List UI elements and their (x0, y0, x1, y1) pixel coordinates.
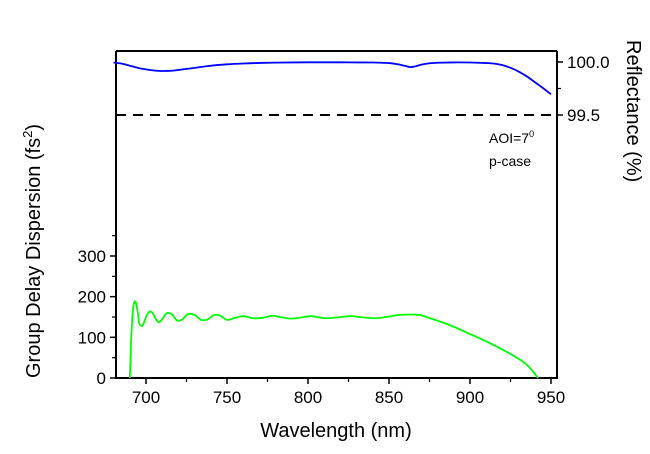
right-y-ticks: 99.5 100.0 (557, 53, 610, 125)
left-axis-title-superscript: 2 (20, 131, 35, 138)
annotation-case: p-case (489, 153, 531, 169)
right-tick-label: 99.5 (567, 106, 600, 125)
left-tick-label: 0 (97, 369, 106, 388)
left-tick-label: 300 (78, 247, 106, 266)
left-axis-title-suffix: ) (23, 124, 45, 131)
x-tick-label: 750 (213, 388, 241, 407)
reflectance-line (113, 61, 552, 96)
annotation-aoi: AOI=70 (489, 129, 534, 146)
plot-frame (115, 50, 558, 379)
x-tick-label: 950 (537, 388, 565, 407)
x-ticks: 700 750 800 850 900 950 (132, 378, 565, 407)
x-tick-label: 850 (375, 388, 403, 407)
left-tick-label: 100 (78, 328, 106, 347)
left-axis-title-main: Group Delay Dispersion (fs (23, 138, 45, 378)
series-group (113, 61, 552, 379)
x-tick-label: 800 (294, 388, 322, 407)
x-axis-title: Wavelength (nm) (260, 420, 412, 442)
left-y-ticks: 0 100 200 300 (78, 235, 116, 388)
left-axis-title: Group Delay Dispersion (fs2) (20, 124, 45, 378)
annotation-aoi-text: AOI=7 (489, 130, 529, 146)
x-tick-label: 900 (456, 388, 484, 407)
left-tick-label: 200 (78, 288, 106, 307)
right-tick-label: 100.0 (567, 53, 610, 72)
annotation-aoi-superscript: 0 (529, 129, 534, 139)
right-axis-title: Reflectance (%) (622, 40, 644, 182)
gdd-line (128, 300, 539, 379)
x-tick-label: 700 (132, 388, 160, 407)
